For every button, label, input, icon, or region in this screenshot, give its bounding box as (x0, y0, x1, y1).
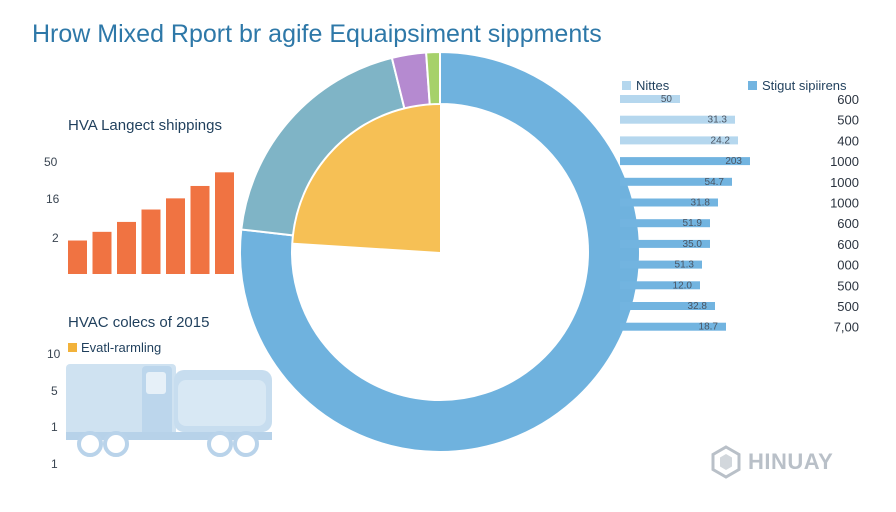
bar (117, 221, 136, 274)
legend-swatch (622, 81, 631, 91)
truck-y-tick: 5 (51, 384, 58, 398)
left-chart-title: HVA Langect shippings (68, 117, 222, 134)
truck-legend-label: Evatl-rarmling (81, 340, 162, 356)
hbar (620, 177, 732, 186)
hbar-right-label: 400 (837, 133, 859, 148)
truck-icon (66, 364, 272, 457)
left-y-tick: 16 (46, 192, 60, 206)
hexagon-logo-icon (711, 445, 741, 479)
hbar (620, 157, 750, 166)
bar (92, 231, 112, 274)
hbar-value-label: 54.7 (705, 177, 725, 188)
legend-label: Stigut sipiirens (762, 78, 847, 94)
legend-item-nittes: Nittes (622, 77, 669, 93)
hbar-right-label: 000 (837, 258, 859, 273)
hbar-value-label: 24.2 (711, 135, 731, 146)
hbar-right-label: 7,00 (834, 320, 859, 335)
hbar-right-label: 600 (837, 237, 859, 252)
legend-label: Nittes (636, 78, 670, 94)
hbar-value-label: 18.7 (699, 322, 719, 333)
hbar-right-label: 1000 (830, 154, 859, 169)
hbar-value-label: 35.0 (683, 239, 703, 250)
left-bar-chart (68, 172, 234, 274)
hbar-value-label: 31.3 (708, 115, 728, 126)
bar (68, 240, 87, 274)
hbar (620, 95, 680, 103)
hbar-right-label: 1000 (830, 196, 859, 211)
hbar (620, 115, 735, 124)
hbar-right-label: 500 (837, 299, 859, 314)
donut-slice (425, 50, 441, 106)
hbar (620, 219, 710, 228)
legend-swatch (68, 343, 77, 353)
left-y-tick: 2 (52, 231, 59, 245)
hbar (620, 322, 726, 331)
bar (141, 209, 161, 274)
left-y-tick: 50 (44, 155, 58, 169)
hbar (620, 302, 715, 310)
hbar-right-label: 1000 (830, 175, 859, 190)
donut-slice (239, 50, 641, 453)
watermark-text: HINUAY (748, 449, 834, 474)
hbar-value-label: 203 (725, 156, 742, 167)
truck-section-title: HVAC colecs of 2015 (68, 314, 210, 331)
legend-swatch (748, 81, 757, 91)
legend-item-stigut: Stigut sipiirens (748, 77, 847, 93)
hbar (620, 281, 700, 290)
page-title: Hrow Mixed Rport br agife Equaipsiment s… (32, 20, 602, 48)
hbar-value-label: 32.8 (688, 301, 708, 312)
hbar-value-label: 12.0 (673, 280, 693, 291)
hbar-value-label: 31.8 (691, 198, 711, 209)
hbar-value-label: 51.3 (675, 260, 695, 271)
hbar (620, 198, 718, 207)
truck-y-tick: 10 (47, 347, 61, 361)
horizontal-bar-chart: 50 600 31.3 500 24.2 400 203 1000 54.7 1000 31.8 10… (620, 95, 859, 335)
hbar-value-label: 51.9 (683, 218, 703, 229)
bar (166, 198, 185, 274)
hbar-right-label: 600 (837, 216, 859, 231)
hbar-value-label: 50 (661, 95, 673, 105)
truck-legend: Evatl-rarmling (68, 339, 161, 355)
hbar-right-label: 500 (837, 113, 859, 128)
donut-chart (239, 50, 641, 453)
hbar-right-label: 600 (837, 95, 859, 107)
bar (215, 172, 234, 274)
hbar-right-label: 500 (837, 278, 859, 293)
truck-y-tick: 1 (51, 457, 58, 471)
truck-y-tick: 1 (51, 420, 58, 434)
bar (190, 185, 210, 274)
inner-pie-slice (293, 105, 440, 252)
hbar (620, 239, 710, 248)
hbar (620, 260, 702, 269)
hbar (620, 136, 738, 145)
watermark: HINUAY (708, 444, 833, 480)
